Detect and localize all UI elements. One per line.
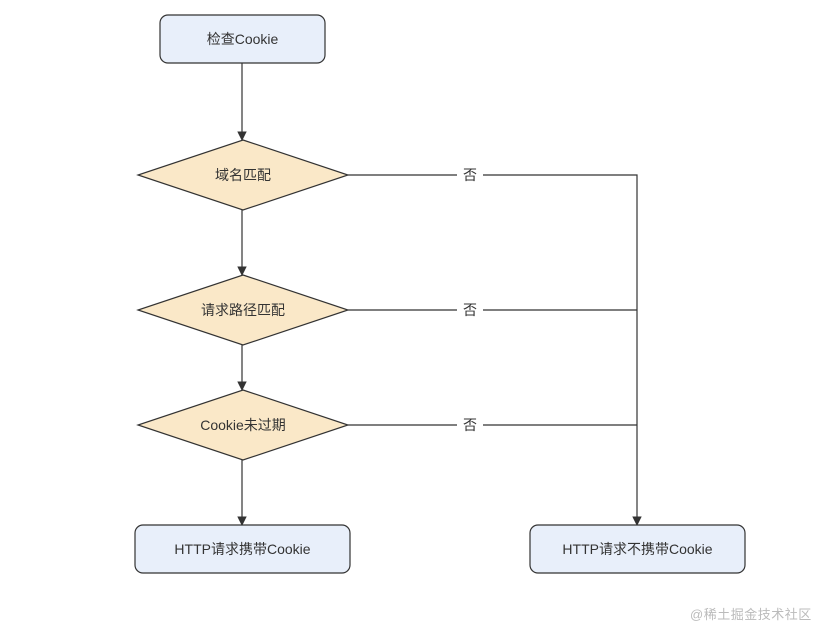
node-label: HTTP请求携带Cookie bbox=[174, 541, 310, 557]
node-domain: 域名匹配 bbox=[138, 140, 348, 210]
edge-label: 否 bbox=[463, 167, 477, 183]
edge-label: 否 bbox=[463, 417, 477, 433]
flowchart-canvas: 否否否检查Cookie域名匹配请求路径匹配Cookie未过期HTTP请求携带Co… bbox=[0, 0, 825, 628]
node-label: HTTP请求不携带Cookie bbox=[562, 541, 712, 557]
node-check: 检查Cookie bbox=[160, 15, 325, 63]
nodes-layer: 检查Cookie 域名匹配请求路径匹配 Cookie未过期 HTTP请求携带Cooki… bbox=[135, 15, 745, 573]
node-label: 域名匹配 bbox=[215, 167, 271, 183]
watermark-text: @稀土掘金技术社区 bbox=[690, 604, 812, 623]
edge-label: 否 bbox=[463, 302, 477, 318]
edge-domain-no bbox=[348, 175, 637, 500]
node-label: Cookie未过期 bbox=[200, 417, 286, 433]
node-path: 请求路径匹配 bbox=[138, 275, 348, 345]
node-label: 请求路径匹配 bbox=[201, 302, 285, 318]
node-label: 检查Cookie bbox=[207, 31, 279, 47]
node-expire: Cookie未过期 bbox=[138, 390, 348, 460]
node-yes: HTTP请求携带Cookie bbox=[135, 525, 350, 573]
node-no: HTTP请求不携带Cookie bbox=[530, 525, 745, 573]
